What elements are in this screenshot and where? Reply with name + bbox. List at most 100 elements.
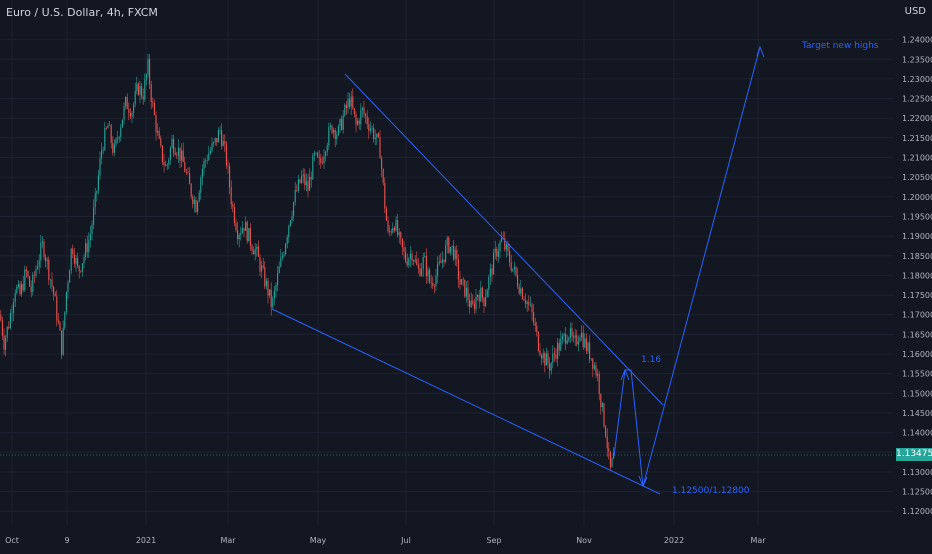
candle-body [334, 129, 336, 140]
candle-body [219, 130, 221, 131]
candle-body [513, 266, 515, 269]
y-tick-label: 1.21000 [902, 154, 932, 163]
candle-body [542, 352, 544, 359]
candle-body [83, 256, 85, 264]
candle-body [608, 448, 610, 452]
candle-body [441, 259, 443, 263]
candle-body [358, 120, 360, 125]
candle-body [165, 165, 167, 167]
upper-trendline[interactable] [344, 73, 664, 406]
lower-trendline[interactable] [271, 308, 661, 495]
candle-body [339, 119, 341, 127]
candle-body [459, 279, 461, 285]
arrow-up-small-icon [620, 368, 630, 381]
candle-body [118, 137, 120, 139]
candle-body [96, 191, 98, 194]
candle-body [534, 322, 536, 326]
candle-body [142, 96, 144, 100]
candle-body [539, 350, 541, 356]
candle-body [550, 362, 552, 371]
candle-body [65, 291, 67, 312]
candle-body [603, 403, 605, 427]
candle-body [217, 130, 219, 143]
candle-body [313, 152, 315, 156]
candle-body [241, 228, 243, 234]
annotation-support-zone: 1.12500/1.12800 [672, 486, 750, 496]
candle-body [150, 84, 152, 103]
candle-body [470, 300, 472, 308]
candle-body [99, 158, 101, 176]
candle-body [133, 104, 135, 114]
candle-body [267, 280, 269, 296]
candle-body [227, 165, 229, 167]
candle-body [425, 256, 427, 277]
candle-body [541, 355, 543, 359]
candle-body [360, 109, 362, 125]
candle-body [461, 279, 463, 285]
candle-body [141, 85, 143, 97]
drawings[interactable]: Target new highs 1.16 1.12500/1.12800 [271, 41, 879, 496]
candle-body [11, 312, 13, 314]
candle-body [368, 124, 370, 131]
candle-body [296, 190, 298, 191]
candle-body [189, 173, 191, 185]
candle-body [611, 458, 613, 467]
candle-body [561, 336, 563, 339]
candle-body [467, 287, 469, 301]
candle-body [496, 248, 498, 257]
y-tick-label: 1.15500 [902, 370, 932, 379]
candle-body [483, 297, 485, 306]
time-axis[interactable]: Oct 9 2021 Mar May Jul Sep Nov 2022 Mar [5, 536, 766, 545]
candle-body [577, 341, 579, 345]
candle-body [158, 131, 160, 139]
candle-body [574, 335, 576, 338]
candle-body [536, 325, 538, 333]
candle-body [277, 273, 279, 285]
candle-body [515, 266, 517, 276]
candle-body [366, 116, 368, 125]
candle-body [104, 127, 106, 150]
candle-body [493, 252, 495, 275]
candle-body [61, 330, 63, 355]
candle-body [235, 222, 237, 231]
candle-body [134, 90, 136, 105]
candle-body [101, 150, 103, 159]
x-tick-label: May [310, 536, 327, 545]
candle-body [161, 145, 163, 163]
candle-body [117, 138, 119, 140]
candle-body [294, 190, 296, 203]
candle-body [485, 297, 487, 306]
candle-body [243, 228, 245, 231]
candle-body [253, 250, 255, 255]
candle-body [224, 141, 226, 144]
candle-body [401, 238, 403, 248]
candle-body [421, 268, 423, 276]
candle-body [478, 294, 480, 302]
candle-body [600, 393, 602, 407]
candle-body [597, 373, 599, 376]
candle-body [533, 312, 535, 323]
price-axis[interactable]: 1.24000 1.23500 1.23000 1.22500 1.22000 1.215… [902, 36, 932, 517]
candle-body [437, 263, 439, 276]
candle-body [571, 328, 573, 337]
candle-body [166, 164, 168, 166]
candle-body [512, 268, 514, 271]
candle-body [390, 231, 392, 233]
candle-body [168, 159, 170, 165]
candle-body [9, 313, 11, 329]
candle-body [153, 102, 155, 115]
candle-body [352, 96, 354, 109]
candle-body [531, 304, 533, 313]
candle-body [609, 451, 611, 467]
candle-body [584, 338, 586, 348]
projection-path[interactable] [613, 46, 761, 487]
candle-body [491, 268, 493, 275]
candle-body [549, 363, 551, 371]
candle-body [155, 114, 157, 133]
candle-body [587, 342, 589, 352]
candle-body [265, 280, 267, 287]
candle-body [576, 335, 578, 345]
candle-body [112, 142, 114, 153]
